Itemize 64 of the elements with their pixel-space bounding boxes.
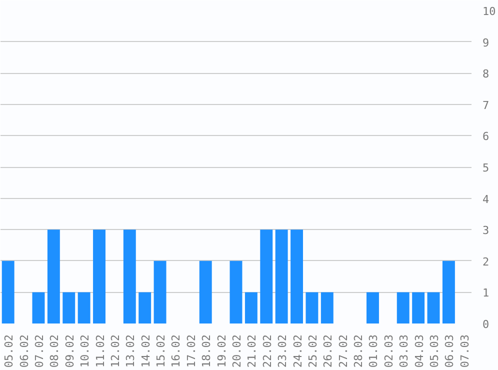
x-tick-label: 26.02 — [322, 334, 335, 368]
x-tick-label: 28.02 — [352, 334, 366, 368]
y-tick-label: 3 — [482, 224, 490, 238]
y-tick-label: 6 — [482, 130, 490, 144]
y-tick-label: 8 — [482, 68, 490, 81]
x-tick-label: 01.03 — [367, 334, 380, 368]
x-tick-label: 12.02 — [108, 334, 122, 368]
x-tick-label: 05.02 — [2, 334, 16, 368]
bar — [2, 260, 14, 324]
x-tick-label: 22.02 — [260, 334, 274, 368]
bar — [290, 230, 304, 324]
y-tick-label: 7 — [482, 98, 490, 112]
y-tick-label: 9 — [482, 36, 490, 50]
bar — [138, 292, 152, 324]
x-tick-label: 07.02 — [32, 334, 46, 368]
x-tick-label: 24.02 — [291, 334, 304, 368]
bar — [396, 292, 410, 324]
x-tick-label: 25.02 — [306, 334, 320, 368]
y-tick-label: 2 — [482, 255, 490, 268]
bar — [306, 292, 318, 324]
bar — [244, 292, 258, 324]
bar — [199, 260, 212, 324]
bar — [275, 230, 288, 324]
x-tick-label: 13.02 — [124, 334, 138, 368]
x-tick-label: 11.02 — [94, 334, 107, 368]
x-tick-label: 08.02 — [48, 334, 62, 368]
x-tick-label: 20.02 — [230, 334, 244, 368]
bar — [260, 230, 273, 324]
y-tick-label: 10 — [482, 5, 496, 18]
x-tick-label: 19.02 — [215, 334, 228, 368]
bar — [366, 292, 379, 324]
x-tick-label: 14.02 — [139, 334, 152, 368]
x-tick-label: 06.02 — [18, 334, 31, 368]
bar — [427, 292, 440, 324]
y-tick-label: 0 — [482, 318, 490, 331]
x-tick-label: 09.02 — [63, 334, 76, 368]
bar — [78, 292, 90, 324]
x-tick-label: 15.02 — [154, 334, 168, 368]
x-tick-label: 07.03 — [458, 334, 472, 368]
bar — [412, 292, 425, 324]
bar — [93, 230, 106, 324]
y-tick-label: 5 — [482, 162, 490, 174]
x-tick-label: 17.02 — [184, 334, 198, 368]
bar — [442, 260, 455, 324]
x-tick-label: 05.03 — [428, 334, 442, 368]
bar — [32, 292, 45, 324]
bar — [230, 260, 242, 324]
x-tick-label: 04.03 — [412, 334, 426, 368]
x-tick-label: 21.02 — [246, 334, 259, 368]
x-tick-label: 06.03 — [443, 334, 456, 368]
bar — [320, 292, 334, 324]
bar — [123, 230, 136, 324]
x-tick-label: 27.02 — [336, 334, 350, 368]
bar — [47, 230, 60, 324]
x-tick-label: 16.02 — [170, 334, 183, 368]
x-tick-label: 18.02 — [200, 334, 214, 368]
x-tick-label: 02.03 — [382, 334, 396, 368]
x-tick-label: 23.02 — [276, 334, 290, 368]
bar — [154, 260, 166, 324]
x-tick-label: 03.03 — [398, 334, 411, 368]
y-tick-label: 1 — [482, 286, 490, 300]
x-tick-label: 10.02 — [78, 334, 92, 368]
y-tick-label: 4 — [482, 192, 490, 206]
bar — [62, 292, 76, 324]
